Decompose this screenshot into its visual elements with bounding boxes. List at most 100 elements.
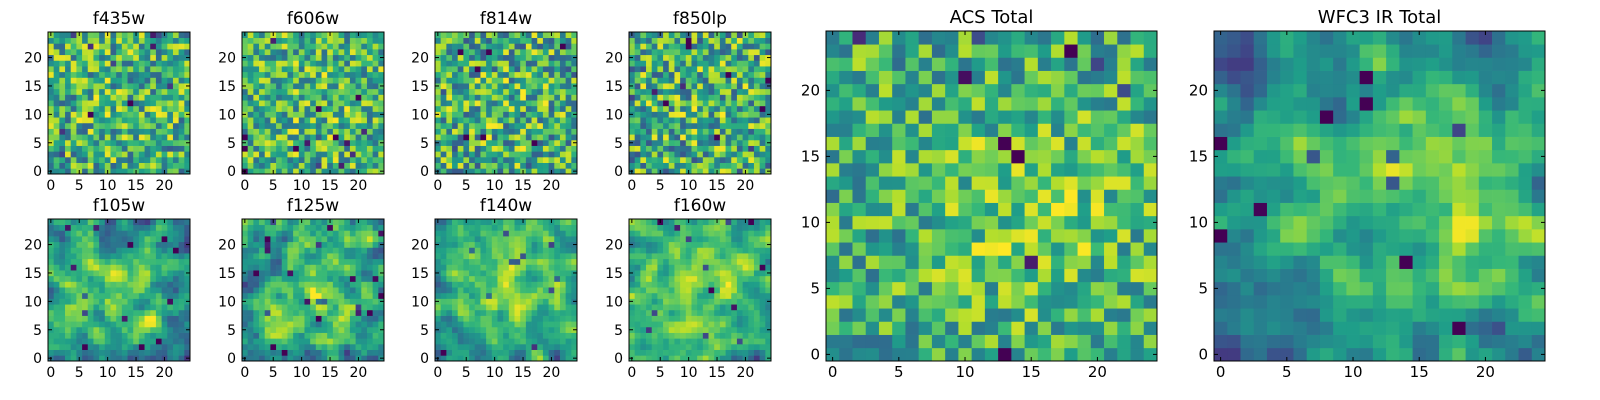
- heatmap-cell: [70, 77, 77, 84]
- heatmap-cell: [640, 355, 647, 362]
- heatmap-cell: [264, 111, 271, 118]
- heatmap-cell: [344, 321, 351, 328]
- heatmap-cell: [76, 281, 83, 288]
- heatmap-cell: [253, 32, 260, 39]
- heatmap-cell: [736, 128, 743, 135]
- heatmap-cell: [702, 66, 709, 73]
- heatmap-cell: [440, 219, 447, 226]
- heatmap-cell: [99, 162, 106, 169]
- heatmap-cell: [685, 326, 692, 333]
- heatmap-cell: [378, 253, 385, 260]
- heatmap-cell: [110, 343, 117, 350]
- heatmap-cell: [287, 309, 294, 316]
- heatmap-cell: [440, 275, 447, 282]
- heatmap-cell: [287, 32, 294, 39]
- heatmap-cell: [542, 111, 549, 118]
- heatmap-cell: [759, 66, 766, 73]
- heatmap-cell: [104, 111, 111, 118]
- heatmap-cell: [253, 224, 260, 231]
- heatmap-cell: [332, 156, 339, 163]
- heatmap-cell: [270, 247, 277, 254]
- heatmap-cell: [559, 60, 566, 67]
- heatmap-cell: [742, 77, 749, 84]
- heatmap-cell: [144, 105, 151, 112]
- heatmap-cell: [298, 270, 305, 277]
- heatmap-cell: [287, 128, 294, 135]
- heatmap-cell: [287, 264, 294, 271]
- heatmap-cell: [48, 134, 55, 141]
- heatmap-cell: [725, 100, 732, 107]
- heatmap-cell: [497, 145, 504, 152]
- heatmap-cell: [542, 281, 549, 288]
- heatmap-cell: [663, 128, 670, 135]
- heatmap-cell: [702, 326, 709, 333]
- heatmap-cell: [144, 100, 151, 107]
- heatmap-cell: [276, 349, 283, 356]
- heatmap-cell: [53, 309, 60, 316]
- heatmap-cell: [497, 54, 504, 61]
- heatmap-cell: [446, 139, 453, 146]
- heatmap-cell: [70, 264, 77, 271]
- heatmap-cell: [748, 145, 755, 152]
- heatmap-cell: [508, 162, 515, 169]
- heatmap-cell: [127, 151, 134, 158]
- heatmap-cell: [440, 304, 447, 311]
- heatmap-cell: [520, 309, 527, 316]
- heatmap-cell: [736, 60, 743, 67]
- heatmap-cell: [680, 60, 687, 67]
- heatmap-cell: [514, 71, 521, 78]
- heatmap-cell: [121, 355, 128, 362]
- heatmap-cell: [247, 71, 254, 78]
- heatmap-cell: [138, 315, 145, 322]
- heatmap-cell: [338, 83, 345, 90]
- heatmap-cell: [264, 304, 271, 311]
- heatmap-cell: [247, 134, 254, 141]
- heatmap-cell: [93, 156, 100, 163]
- heatmap-cell: [474, 338, 481, 345]
- heatmap-cell: [93, 326, 100, 333]
- heatmap-cell: [440, 139, 447, 146]
- heatmap-cells: [435, 219, 578, 362]
- heatmap-cell: [634, 134, 641, 141]
- heatmap-cell: [138, 349, 145, 356]
- heatmap-cell: [480, 230, 487, 237]
- heatmap-cell: [93, 60, 100, 67]
- heatmap-cell: [435, 105, 442, 112]
- heatmap-cell: [440, 338, 447, 345]
- heatmap-cell: [82, 49, 89, 56]
- heatmap-cell: [161, 281, 168, 288]
- heatmap-cell: [525, 304, 532, 311]
- y-tick-label: 0: [33, 164, 42, 180]
- heatmap-cell: [121, 326, 128, 333]
- heatmap-cell: [167, 230, 174, 237]
- heatmap-cell: [304, 304, 311, 311]
- heatmap-cell: [452, 66, 459, 73]
- heatmap-cell: [253, 54, 260, 61]
- heatmap-cell: [184, 100, 191, 107]
- heatmap-cell: [497, 292, 504, 299]
- heatmap-cell: [270, 117, 277, 124]
- heatmap-cell: [270, 100, 277, 107]
- heatmap-cell: [293, 100, 300, 107]
- heatmap-cell: [65, 281, 72, 288]
- heatmap-cell: [99, 54, 106, 61]
- heatmap-cell: [554, 247, 561, 254]
- heatmap-cell: [121, 111, 128, 118]
- heatmap-cell: [349, 54, 356, 61]
- heatmap-cell: [514, 117, 521, 124]
- heatmap-cell: [486, 32, 493, 39]
- heatmap-cell: [298, 241, 305, 248]
- heatmap-cell: [59, 292, 66, 299]
- heatmap-cell: [93, 275, 100, 282]
- heatmap-cell: [281, 111, 288, 118]
- heatmap-cell: [497, 270, 504, 277]
- heatmap-cell: [719, 100, 726, 107]
- heatmap-cell: [559, 105, 566, 112]
- heatmap-cell: [725, 309, 732, 316]
- heatmap-cell: [742, 88, 749, 95]
- heatmap-cell: [99, 156, 106, 163]
- heatmap-cell: [759, 128, 766, 135]
- heatmap-cell: [321, 122, 328, 129]
- heatmap-cell: [178, 162, 185, 169]
- heatmap-cell: [59, 71, 66, 78]
